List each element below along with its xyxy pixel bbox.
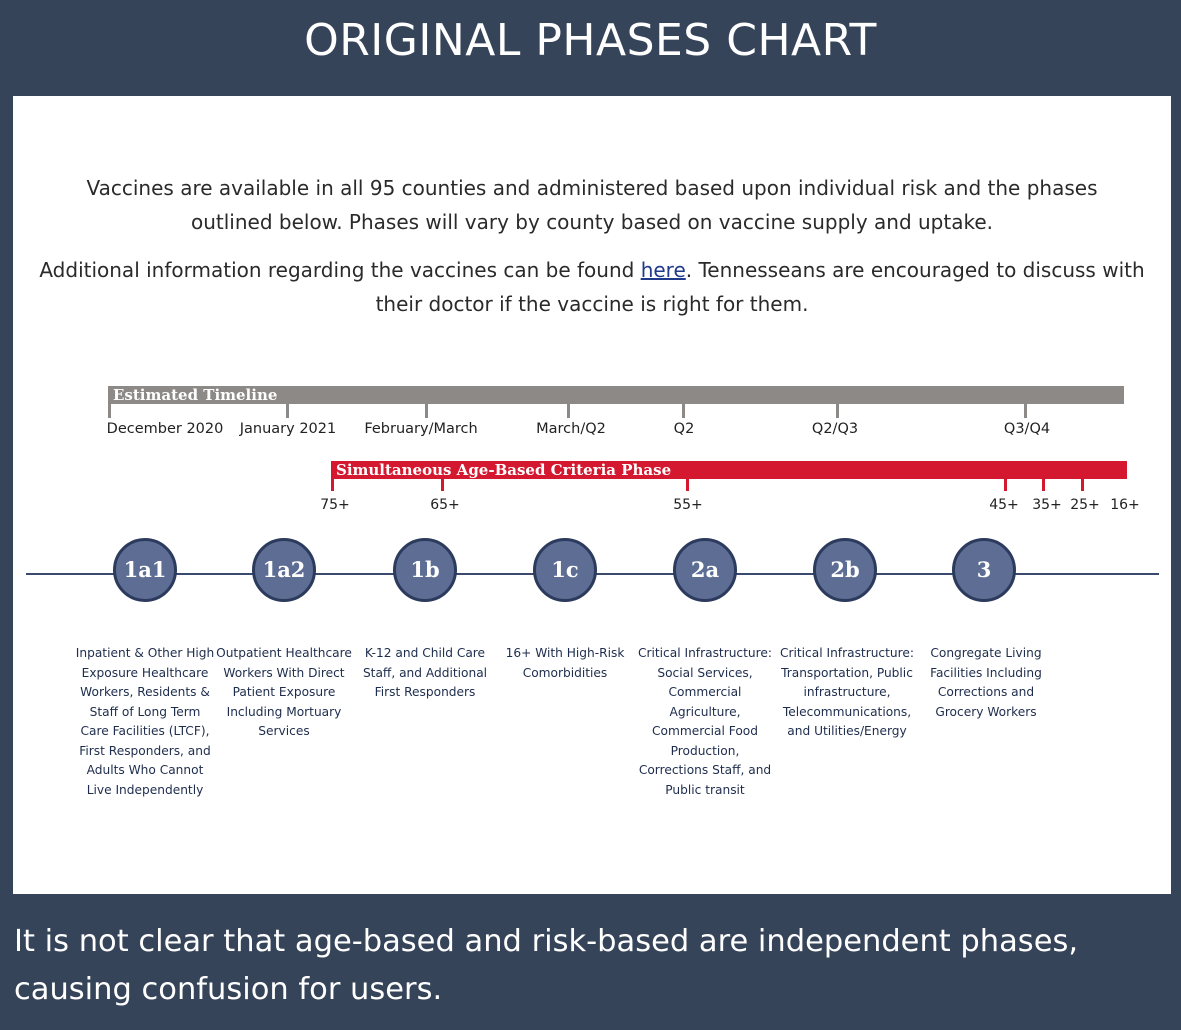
age-tick — [331, 461, 334, 491]
timeline-period-label: March/Q2 — [536, 421, 606, 437]
age-label: 16+ — [1110, 497, 1140, 513]
page-title: ORIGINAL PHASES CHART — [304, 15, 877, 66]
age-tick — [1081, 479, 1084, 491]
phase-node-1c: 1c — [533, 538, 597, 602]
age-label: 35+ — [1032, 497, 1062, 513]
age-tick — [686, 479, 689, 491]
timeline-period-label: Q2 — [673, 421, 695, 437]
here-link[interactable]: here — [640, 258, 686, 282]
timeline-period-label: Q2/Q3 — [811, 421, 859, 437]
age-criteria-bar — [331, 461, 1127, 479]
phase-node-2b: 2b — [813, 538, 877, 602]
intro-text-before-link: Additional information regarding the vac… — [39, 258, 641, 282]
phase-description-1c: 16+ With High-Risk Comorbidities — [505, 646, 625, 680]
timeline-tick — [108, 386, 111, 418]
timeline-period-label: January 2021 — [239, 421, 337, 437]
intro-paragraph-1: Vaccines are available in all 95 countie… — [13, 171, 1171, 239]
timeline-tick — [425, 404, 428, 418]
phase-node-2a: 2a — [673, 538, 737, 602]
phase-description-1b: K-12 and Child Care Staff, and Additiona… — [362, 646, 488, 699]
caption: It is not clear that age-based and risk-… — [14, 924, 1079, 1007]
timeline-period-label: February/March — [364, 421, 478, 437]
phase-node-3: 3 — [952, 538, 1016, 602]
timeline-tick — [836, 404, 839, 418]
timeline-tick — [682, 404, 685, 418]
intro-text-after-link: . Tennesseans are encouraged to discuss … — [375, 258, 1145, 316]
age-tick — [1004, 479, 1007, 491]
timeline-label: Estimated Timeline — [113, 386, 278, 404]
timeline-period-label: Q3/Q4 — [1003, 421, 1051, 437]
age-criteria-label: Simultaneous Age-Based Criteria Phase — [336, 461, 672, 479]
phase-description-3: Congregate Living Facilities Including C… — [930, 646, 1042, 719]
timeline-tick — [567, 404, 570, 418]
phase-description-2b: Critical Infrastructure: Transportation,… — [779, 646, 914, 738]
age-label: 45+ — [989, 497, 1019, 513]
phase-description-1a2: Outpatient Healthcare Workers With Direc… — [216, 646, 352, 738]
phase-node-1b: 1b — [393, 538, 457, 602]
timeline-period-label: December 2020 — [106, 421, 224, 437]
phase-node-1a2: 1a2 — [252, 538, 316, 602]
infographic-panel: Vaccines are available in all 95 countie… — [13, 96, 1171, 894]
phase-description-2a: Critical Infrastructure: Social Services… — [637, 646, 772, 797]
phase-node-1a1: 1a1 — [113, 538, 177, 602]
phase-description-1a1: Inpatient & Other High Exposure Healthca… — [75, 646, 215, 797]
age-label: 65+ — [430, 497, 460, 513]
timeline-tick — [1024, 404, 1027, 418]
timeline-bar — [108, 386, 1124, 404]
age-label: 55+ — [673, 497, 703, 513]
timeline-tick — [286, 404, 289, 418]
age-tick — [1042, 479, 1045, 491]
intro-paragraph-2: Additional information regarding the vac… — [13, 253, 1171, 321]
intro-paragraph-1-text: Vaccines are available in all 95 countie… — [86, 176, 1098, 234]
age-label: 75+ — [320, 497, 350, 513]
age-label: 25+ — [1070, 497, 1100, 513]
age-tick — [441, 479, 444, 491]
